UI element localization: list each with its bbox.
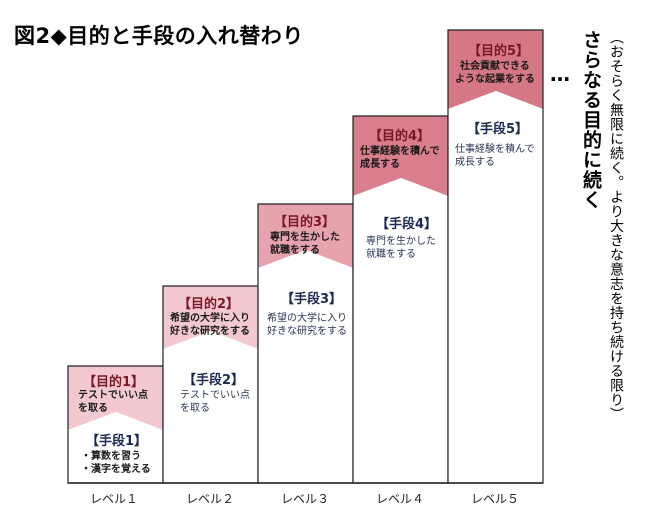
level-label-5: レベル５ xyxy=(471,490,519,507)
goal-text-3-line-1: 専門を生かした xyxy=(270,231,340,244)
means-box-3 xyxy=(258,250,353,483)
means-text-4-line-2: 就職をする xyxy=(366,248,416,261)
goal-label-2: 【目的2】 xyxy=(178,293,239,312)
means-text-2-line-2: を取る xyxy=(180,402,210,415)
goal-text-5-line-2: ような起業をする xyxy=(455,73,535,86)
level-label-3: レベル３ xyxy=(281,490,329,507)
goal-text-2-line-1: 希望の大学に入り xyxy=(170,312,250,325)
step-4 xyxy=(353,116,448,483)
side-main-text: さらなる目的に続く xyxy=(578,30,605,210)
level-label-4: レベル４ xyxy=(376,490,424,507)
means-label-3: 【手段3】 xyxy=(281,288,342,307)
goal-text-1-line-2: を取る xyxy=(78,402,108,415)
goal-text-4-line-1: 仕事経験を積んで xyxy=(360,145,440,158)
means-text-3-line-2: 好きな研究をする xyxy=(267,325,347,338)
goal-label-5: 【目的5】 xyxy=(468,40,529,59)
goal-label-3: 【目的3】 xyxy=(274,211,335,230)
goal-text-1-line-1: テストでいい点 xyxy=(78,389,148,402)
means-box-2 xyxy=(163,331,258,483)
means-text-1-line-2: ・漢字を覚える xyxy=(81,463,151,476)
goal-text-3-line-2: 就職をする xyxy=(270,244,320,257)
means-label-1: 【手段1】 xyxy=(86,430,147,449)
goal-text-2-line-2: 好きな研究をする xyxy=(170,325,250,338)
means-text-3-line-1: 希望の大学に入り xyxy=(267,312,347,325)
goal-text-4-line-2: 成長する xyxy=(360,158,400,171)
means-text-5-line-2: 成長する xyxy=(455,156,495,169)
means-label-5: 【手段5】 xyxy=(467,118,528,137)
means-text-4-line-1: 専門を生かした xyxy=(366,235,436,248)
means-text-5-line-1: 仕事経験を積んで xyxy=(455,143,535,156)
goal-label-1: 【目的1】 xyxy=(83,371,144,390)
goal-label-4: 【目的4】 xyxy=(369,125,430,144)
goal-text-5-line-1: 社会貢献できる xyxy=(460,60,530,73)
level-label-1: レベル１ xyxy=(90,490,138,507)
means-label-4: 【手段4】 xyxy=(376,213,437,232)
means-text-1-line-1: ・算数を習う xyxy=(81,450,141,463)
means-text-2-line-1: テストでいい点 xyxy=(180,389,250,402)
level-label-2: レベル２ xyxy=(186,490,234,507)
means-label-2: 【手段2】 xyxy=(183,369,244,388)
side-sub-text: （おそらく無限に続く。より大きな意志を持ち続ける限り） xyxy=(606,30,626,422)
step-5 xyxy=(448,30,543,483)
continuation-ellipsis: … xyxy=(550,62,571,86)
